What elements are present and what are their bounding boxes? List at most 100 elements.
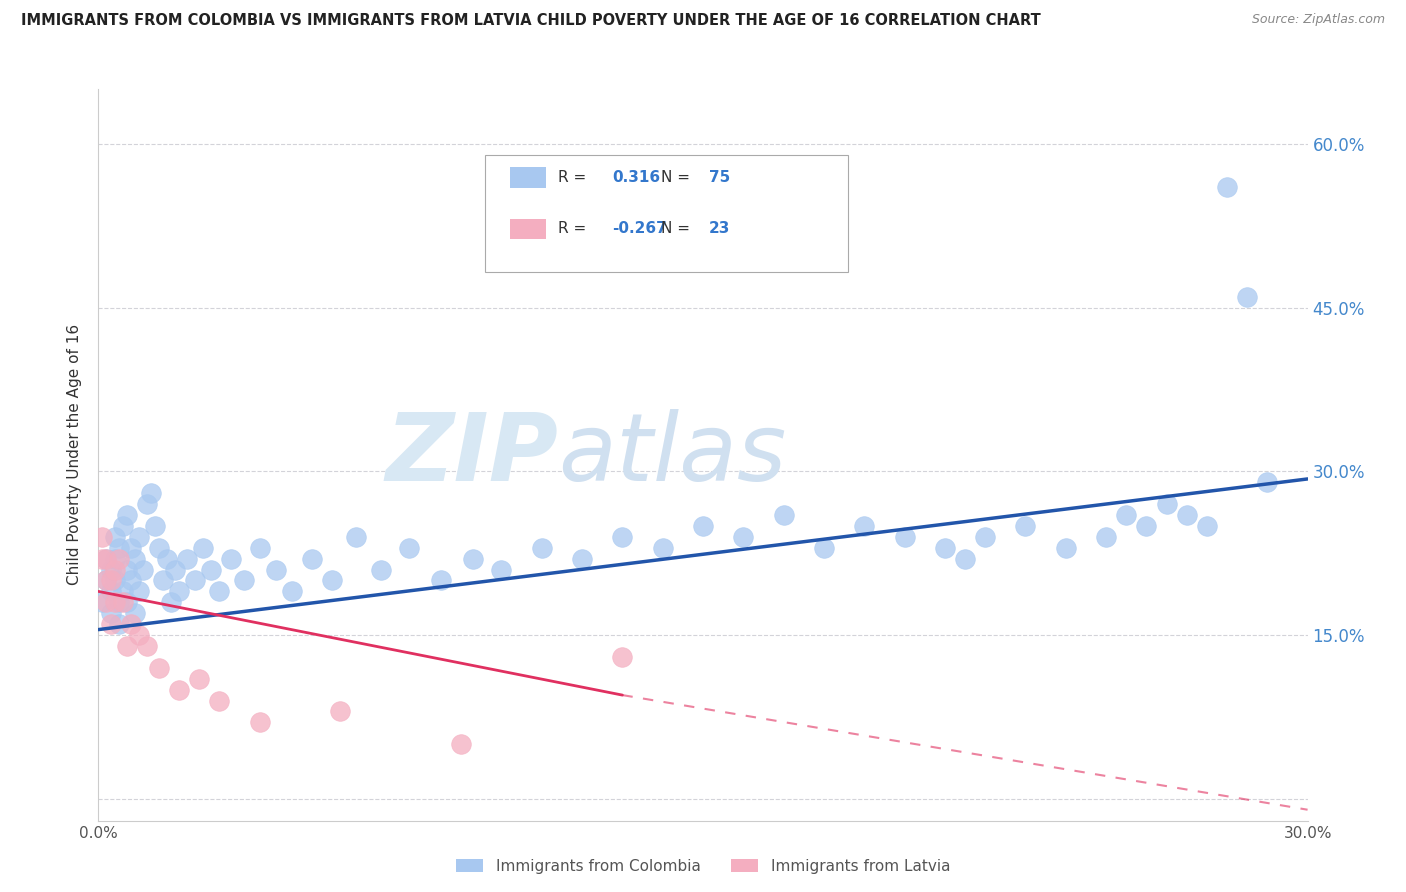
Point — [463, 551, 485, 566]
Point — [772, 508, 794, 522]
Point — [103, 595, 125, 609]
Point — [103, 574, 125, 588]
Point — [124, 606, 146, 620]
Point — [128, 530, 150, 544]
Point — [120, 617, 142, 632]
Point — [184, 574, 207, 588]
Point — [160, 595, 183, 609]
Y-axis label: Child Poverty Under the Age of 16: Child Poverty Under the Age of 16 — [67, 325, 83, 585]
Text: -0.267: -0.267 — [613, 221, 666, 236]
Point — [111, 595, 134, 609]
Point — [111, 519, 134, 533]
Point — [264, 563, 287, 577]
Point — [953, 551, 976, 566]
Point — [167, 682, 190, 697]
Point — [91, 551, 114, 566]
Point — [96, 574, 118, 588]
Point — [398, 541, 420, 555]
Point — [120, 541, 142, 555]
Point — [893, 530, 915, 544]
Point — [115, 639, 138, 653]
Point — [329, 705, 352, 719]
Point — [128, 628, 150, 642]
Point — [176, 551, 198, 566]
Point — [301, 551, 323, 566]
Point — [107, 617, 129, 632]
Point — [249, 541, 271, 555]
Point — [321, 574, 343, 588]
Text: 0.316: 0.316 — [613, 170, 661, 186]
Point — [853, 519, 876, 533]
Point — [200, 563, 222, 577]
Point — [370, 563, 392, 577]
Point — [152, 574, 174, 588]
Text: 75: 75 — [709, 170, 730, 186]
Point — [96, 595, 118, 609]
Point — [107, 541, 129, 555]
Point — [91, 530, 114, 544]
Point — [612, 530, 634, 544]
Point — [111, 584, 134, 599]
Text: R =: R = — [558, 221, 586, 236]
Point — [156, 551, 179, 566]
Point — [1115, 508, 1137, 522]
Point — [733, 530, 755, 544]
Point — [107, 551, 129, 566]
Text: R =: R = — [558, 170, 586, 186]
Text: ZIP: ZIP — [385, 409, 558, 501]
Point — [143, 519, 166, 533]
Point — [107, 595, 129, 609]
Point — [1054, 541, 1077, 555]
Point — [96, 574, 118, 588]
Point — [450, 737, 472, 751]
Text: N =: N = — [661, 221, 690, 236]
Point — [163, 563, 186, 577]
Point — [1256, 475, 1278, 490]
Text: atlas: atlas — [558, 409, 786, 500]
Point — [344, 530, 367, 544]
Point — [100, 617, 122, 632]
Point — [974, 530, 997, 544]
Point — [1216, 180, 1239, 194]
Point — [120, 574, 142, 588]
Point — [1195, 519, 1218, 533]
Point — [1135, 519, 1157, 533]
Point — [148, 541, 170, 555]
Point — [100, 606, 122, 620]
Point — [430, 574, 453, 588]
FancyBboxPatch shape — [509, 219, 546, 239]
Point — [115, 563, 138, 577]
Point — [491, 563, 513, 577]
Point — [208, 584, 231, 599]
Point — [232, 574, 254, 588]
Point — [692, 519, 714, 533]
Point — [208, 693, 231, 707]
Point — [96, 551, 118, 566]
Point — [115, 508, 138, 522]
Point — [91, 595, 114, 609]
Point — [221, 551, 243, 566]
Point — [934, 541, 956, 555]
Point — [1156, 497, 1178, 511]
Point — [103, 530, 125, 544]
Legend: Immigrants from Colombia, Immigrants from Latvia: Immigrants from Colombia, Immigrants fro… — [450, 853, 956, 880]
Point — [135, 497, 157, 511]
Text: IMMIGRANTS FROM COLOMBIA VS IMMIGRANTS FROM LATVIA CHILD POVERTY UNDER THE AGE O: IMMIGRANTS FROM COLOMBIA VS IMMIGRANTS F… — [21, 13, 1040, 29]
FancyBboxPatch shape — [485, 155, 848, 272]
Point — [103, 551, 125, 566]
Point — [103, 563, 125, 577]
Point — [1236, 290, 1258, 304]
Point — [128, 584, 150, 599]
Point — [100, 563, 122, 577]
Point — [148, 661, 170, 675]
Point — [281, 584, 304, 599]
Point — [1175, 508, 1198, 522]
Point — [100, 574, 122, 588]
Point — [96, 551, 118, 566]
Text: Source: ZipAtlas.com: Source: ZipAtlas.com — [1251, 13, 1385, 27]
Point — [188, 672, 211, 686]
Point — [167, 584, 190, 599]
Point — [530, 541, 553, 555]
Point — [115, 595, 138, 609]
Point — [813, 541, 835, 555]
